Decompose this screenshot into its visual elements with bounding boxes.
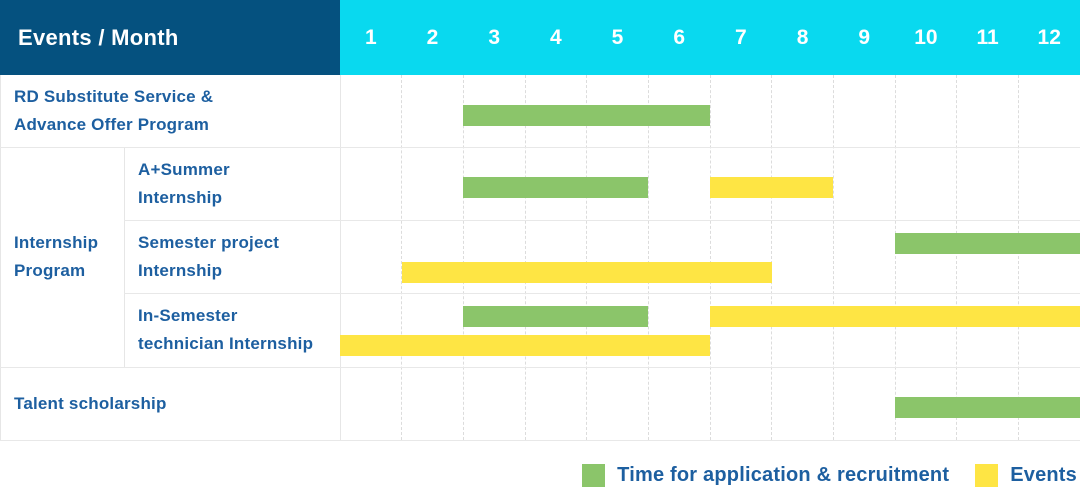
label-line: Talent scholarship	[14, 393, 167, 413]
label-line: Internship	[138, 260, 223, 280]
legend-item-recruitment: Time for application & recruitment	[582, 463, 950, 487]
month-column-header: 10	[914, 25, 938, 49]
events-bar	[710, 177, 834, 198]
label-line: In-Semester	[138, 306, 238, 325]
sub-row-label: In-Semester technician Internship	[138, 293, 313, 367]
legend-swatch-recruitment	[582, 463, 606, 487]
month-gridline	[956, 75, 958, 440]
label-line: Program	[14, 261, 86, 280]
table-bottom-border	[0, 440, 1080, 441]
month-gridline	[832, 75, 834, 440]
month-gridline	[1017, 75, 1019, 440]
month-gridline	[709, 75, 711, 440]
label-line: Internship	[138, 187, 223, 207]
month-column-header: 1	[364, 25, 377, 49]
month-gridline	[771, 75, 773, 440]
group-label: Internship Program	[14, 147, 98, 367]
month-gridline	[894, 75, 896, 440]
month-column-header: 8	[796, 25, 809, 49]
month-column-header: 9	[858, 25, 871, 49]
table-header: Events / Month 1 2 3 4 5 6 7 8 9 10 11 12	[0, 0, 1080, 75]
month-column-header: 11	[976, 25, 999, 49]
month-column-header: 4	[550, 25, 562, 49]
month-gridline	[586, 75, 588, 440]
group-column-divider	[124, 147, 125, 367]
row-label: Talent scholarship	[14, 367, 167, 440]
subrow-divider	[124, 220, 1080, 221]
sub-row-label: A+Summer Internship	[138, 147, 230, 220]
month-column-header: 7	[735, 25, 747, 49]
month-header-row: 1 2 3 4 5 6 7 8 9 10 11 12	[340, 0, 1080, 75]
legend-label: Time for application & recruitment	[617, 463, 950, 486]
month-column-header: 12	[1037, 25, 1061, 49]
row-label: RD Substitute Service & Advance Offer Pro…	[14, 75, 213, 147]
subrow-divider	[124, 293, 1080, 294]
events-month-header: Events / Month	[0, 0, 340, 75]
label-line: Internship	[14, 233, 99, 252]
table-left-border	[0, 75, 1, 440]
row-divider	[0, 147, 1080, 148]
recruitment-bar	[463, 306, 649, 327]
label-line: Semester project	[138, 232, 280, 252]
label-line: RD Substitute Service &	[14, 87, 214, 106]
recruitment-bar	[463, 104, 710, 126]
recruitment-bar	[895, 397, 1080, 418]
sub-row-label: Semester project Internship	[138, 220, 279, 293]
header-title: Events / Month	[18, 24, 179, 50]
legend-label: Events	[1010, 463, 1077, 486]
label-line: Advance Offer Program	[14, 115, 210, 134]
month-gridline	[647, 75, 649, 440]
legend-item-events: Events	[975, 463, 1077, 487]
recruitment-bar	[895, 233, 1080, 254]
month-gridline	[462, 75, 464, 440]
events-bar	[340, 335, 710, 356]
events-bar	[710, 306, 1080, 327]
events-bar	[401, 262, 772, 283]
recruitment-bar	[463, 177, 649, 198]
month-column-header: 3	[488, 25, 501, 49]
month-column-header: 2	[426, 25, 439, 49]
month-gridline	[524, 75, 526, 440]
label-column-divider	[340, 75, 341, 440]
month-column-header: 6	[673, 25, 686, 49]
legend-swatch-events	[975, 463, 999, 487]
row-divider	[0, 367, 1080, 368]
month-gridline	[401, 75, 403, 440]
legend: Time for application & recruitment Events	[582, 461, 1077, 489]
label-line: A+Summer	[138, 159, 230, 179]
label-line: technician Internship	[138, 334, 314, 353]
month-column-header: 5	[611, 25, 624, 49]
